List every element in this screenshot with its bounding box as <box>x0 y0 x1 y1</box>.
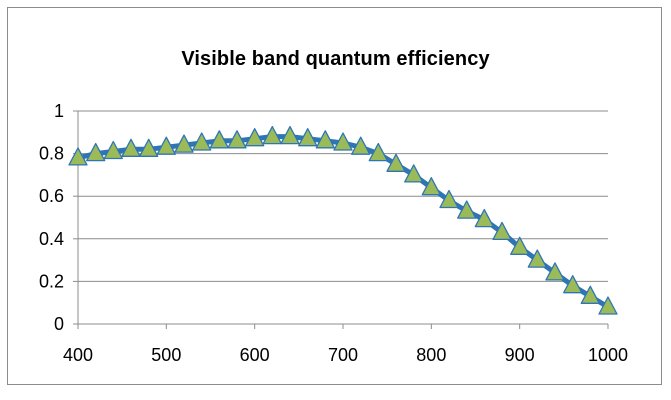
data-point-marker <box>298 128 318 147</box>
x-tick-labels: 400 500 600 700 800 900 1000 <box>63 345 628 365</box>
data-point-marker <box>227 130 247 149</box>
data-point-marker <box>563 275 583 294</box>
y-tick-label: 0.2 <box>39 271 64 291</box>
data-point-marker <box>545 262 565 281</box>
chart-title: Visible band quantum efficiency <box>181 48 490 70</box>
y-tick-label: 0.4 <box>39 229 64 249</box>
data-point-marker <box>421 177 441 196</box>
data-point-marker <box>156 136 176 155</box>
data-point-marker <box>209 130 229 149</box>
data-point-marker <box>510 236 530 255</box>
y-tick-label: 0.8 <box>39 144 64 164</box>
data-point-marker <box>492 221 512 241</box>
data-point-marker <box>262 125 282 145</box>
x-tick-label: 400 <box>63 345 93 365</box>
data-point-marker <box>439 189 459 209</box>
x-tick-label: 600 <box>240 345 270 365</box>
x-tick-label: 1000 <box>588 345 628 365</box>
data-point-marker <box>351 136 371 155</box>
series-marker-layer <box>68 125 618 315</box>
data-point-marker <box>103 140 123 160</box>
data-point-marker <box>527 249 547 268</box>
y-tick-labels: 0 0.2 0.4 0.6 0.8 1 <box>39 101 64 334</box>
data-point-marker <box>386 153 406 172</box>
y-tick-label: 1 <box>54 101 64 121</box>
data-point-marker <box>368 142 388 162</box>
data-point-marker <box>333 132 353 151</box>
data-point-marker <box>404 164 424 183</box>
y-tick-label: 0.6 <box>39 186 64 206</box>
data-point-marker <box>457 200 477 219</box>
data-point-marker <box>474 208 494 228</box>
y-tick-label: 0 <box>54 314 64 334</box>
data-point-marker <box>174 134 194 153</box>
data-point-marker <box>245 128 265 147</box>
data-point-marker <box>315 130 335 149</box>
data-point-marker <box>192 132 212 151</box>
data-point-marker <box>139 138 159 157</box>
axes <box>73 110 609 329</box>
x-tick-label: 800 <box>416 345 446 365</box>
data-point-marker <box>121 138 141 157</box>
x-tick-label: 500 <box>151 345 181 365</box>
x-tick-label: 900 <box>505 345 535 365</box>
data-point-marker <box>68 147 88 166</box>
data-point-marker <box>598 296 618 315</box>
data-point-marker <box>580 285 600 304</box>
data-point-marker <box>86 142 106 162</box>
data-point-marker <box>280 125 300 145</box>
x-tick-label: 700 <box>328 345 358 365</box>
